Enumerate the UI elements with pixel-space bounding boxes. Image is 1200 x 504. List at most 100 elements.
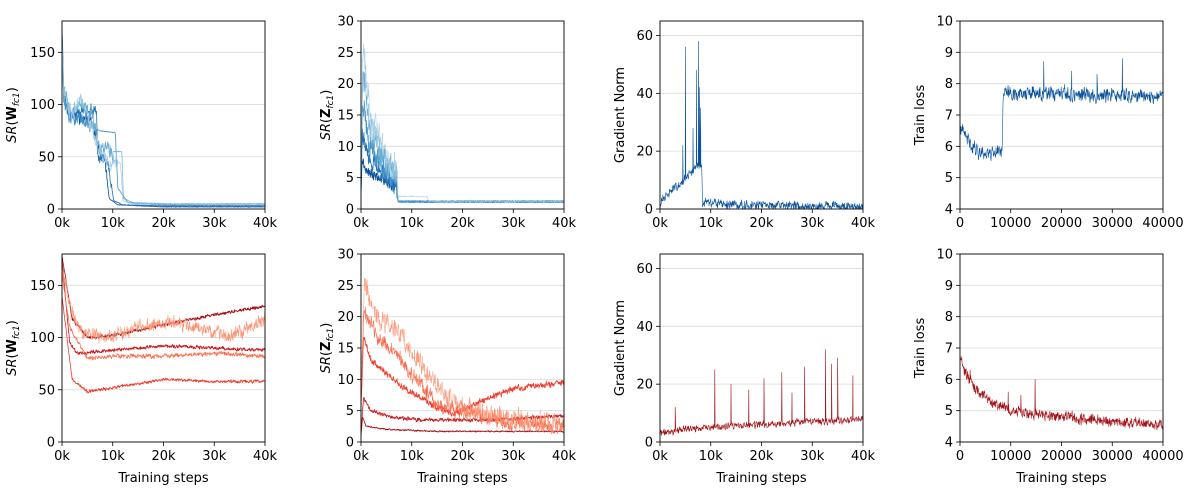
series-line — [361, 71, 564, 202]
x-tick-label: 30k — [202, 216, 227, 231]
series-line — [361, 43, 564, 203]
x-axis-label: Training steps — [1015, 471, 1107, 486]
y-tick-label: 0 — [645, 203, 653, 218]
series-line — [62, 31, 265, 206]
x-tick-label: 10k — [101, 449, 126, 464]
y-tick-label: 4 — [945, 203, 953, 218]
x-tick-label: 20k — [749, 216, 774, 231]
y-tick-label: 40 — [636, 320, 653, 335]
y-tick-label: 0 — [47, 203, 55, 218]
y-tick-label: 5 — [346, 171, 354, 186]
x-axis-label: Training steps — [117, 471, 209, 486]
series-line — [660, 40, 863, 209]
chart-top-loss: 0 10000 20000 30000 40000 4 5 6 7 8 9 10 Train loss — [913, 15, 1184, 232]
x-tick-label: 20k — [749, 449, 774, 464]
series-line — [62, 29, 265, 207]
y-axis-label: SR(Zfc1) — [319, 323, 336, 374]
y-tick-label: 8 — [945, 77, 953, 92]
y-tick-label: 0 — [346, 203, 354, 218]
series-group — [660, 349, 863, 436]
y-tick-label: 30 — [337, 15, 354, 30]
x-tick-label: 30000 — [1092, 449, 1133, 464]
y-tick-label: 50 — [38, 383, 55, 398]
x-tick-label: 10k — [101, 216, 126, 231]
x-tick-label: 20000 — [1041, 449, 1082, 464]
x-tick-label: 40k — [253, 449, 278, 464]
y-tick-label: 30 — [337, 248, 354, 263]
x-tick-label: 10k — [699, 216, 724, 231]
x-tick-label: 0k — [54, 216, 70, 231]
series-line — [62, 275, 265, 361]
y-tick-label: 10 — [936, 248, 953, 263]
chart-top-sr-w: 0k 10k 20k 30k 40k 0 50 100 150 SR(Wfc1) — [5, 20, 278, 231]
x-tick-label: 10k — [699, 449, 724, 464]
y-tick-label: 100 — [30, 98, 55, 113]
series-group — [361, 277, 564, 436]
series-group — [960, 355, 1163, 431]
y-tick-label: 10 — [337, 140, 354, 155]
y-tick-label: 20 — [636, 145, 653, 160]
x-tick-label: 40k — [253, 216, 278, 231]
x-axis-label: Training steps — [715, 471, 807, 486]
y-tick-label: 6 — [945, 140, 953, 155]
y-tick-label: 5 — [945, 171, 953, 186]
y-axis-label: Gradient Norm — [613, 300, 628, 396]
x-tick-label: 20k — [151, 216, 176, 231]
series-line — [960, 58, 1163, 162]
series-group — [62, 25, 265, 208]
y-tick-label: 7 — [945, 109, 953, 124]
x-tick-label: 0k — [652, 216, 668, 231]
y-tick-label: 20 — [636, 378, 653, 393]
y-tick-label: 60 — [636, 262, 653, 277]
x-tick-label: 30k — [800, 216, 825, 231]
y-tick-label: 8 — [945, 310, 953, 325]
x-tick-label: 0 — [956, 449, 964, 464]
series-group — [660, 40, 863, 209]
y-tick-label: 150 — [30, 279, 55, 294]
y-tick-label: 40 — [636, 87, 653, 102]
y-tick-label: 10 — [936, 15, 953, 30]
y-tick-label: 7 — [945, 342, 953, 357]
x-tick-label: 10000 — [990, 216, 1031, 231]
chart-bottom-loss: 0 10000 20000 30000 40000 4 5 6 7 8 9 10 Training st… — [913, 248, 1184, 487]
x-axis-label: Training steps — [416, 471, 508, 486]
y-tick-label: 0 — [47, 436, 55, 451]
series-line — [62, 39, 265, 205]
x-tick-label: 30k — [202, 449, 227, 464]
y-tick-label: 25 — [337, 279, 354, 294]
x-tick-label: 10k — [400, 449, 425, 464]
y-tick-label: 5 — [346, 404, 354, 419]
y-tick-label: 50 — [38, 150, 55, 165]
x-tick-label: 0k — [652, 449, 668, 464]
y-tick-label: 25 — [337, 46, 354, 61]
y-tick-label: 20 — [337, 77, 354, 92]
y-axis-label: Gradient Norm — [613, 67, 628, 163]
y-axis-label: SR(Wfc1) — [5, 87, 22, 143]
x-tick-label: 10k — [400, 216, 425, 231]
y-tick-label: 5 — [945, 404, 953, 419]
x-tick-label: 30k — [800, 449, 825, 464]
chart-bottom-sr-w: 0k 10k 20k 30k 40k 0 50 100 150 Training steps SR(… — [5, 253, 278, 486]
series-group — [960, 58, 1163, 162]
plot-frame — [659, 20, 864, 210]
plot-frame — [659, 253, 864, 443]
x-tick-label: 0k — [353, 216, 369, 231]
series-line — [660, 349, 863, 436]
y-axis-label: Train loss — [913, 85, 928, 147]
x-tick-label: 0k — [54, 449, 70, 464]
x-tick-label: 10000 — [990, 449, 1031, 464]
chart-top-grad: 0k 10k 20k 30k 40k 0 20 40 60 Gradient Norm — [613, 20, 876, 231]
series-line — [62, 265, 265, 344]
x-tick-label: 40k — [851, 449, 876, 464]
chart-bottom-sr-z: 0k 10k 20k 30k 40k 0 5 10 15 20 25 30 Training steps… — [319, 248, 577, 487]
y-tick-label: 9 — [945, 279, 953, 294]
x-tick-label: 30000 — [1092, 216, 1133, 231]
series-group — [361, 43, 564, 203]
x-tick-label: 30k — [501, 216, 526, 231]
y-tick-label: 0 — [346, 436, 354, 451]
y-tick-label: 15 — [337, 342, 354, 357]
y-axis-label: SR(Zfc1) — [319, 90, 336, 141]
y-tick-label: 150 — [30, 46, 55, 61]
